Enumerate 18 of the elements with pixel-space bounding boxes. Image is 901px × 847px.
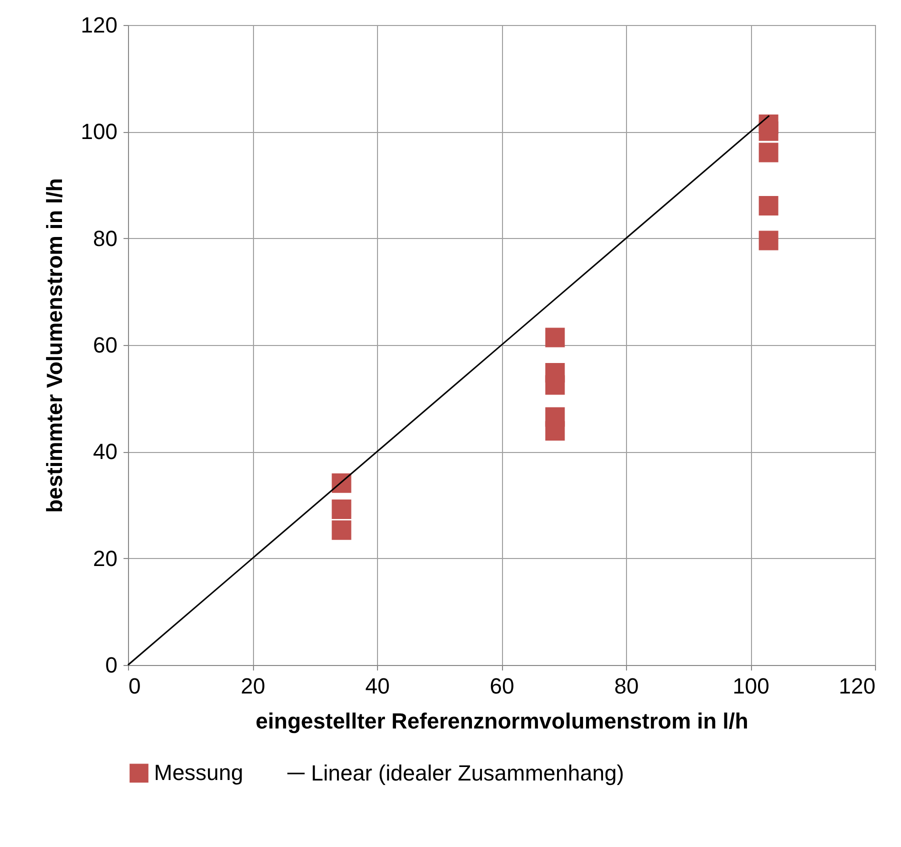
y-tick-label: 60 (93, 332, 118, 358)
y-tick-label: 80 (93, 226, 118, 251)
y-tick-label: 20 (93, 546, 118, 571)
y-tick-label: 0 (105, 652, 118, 678)
y-axis-title: bestimmter Volumenstrom in l/h (42, 178, 67, 513)
x-tick-label: 80 (614, 674, 639, 698)
legend-label: Linear (idealer Zusammenhang) (311, 760, 624, 786)
y-tick-label: 120 (80, 12, 118, 38)
x-tick-label: 60 (490, 674, 514, 698)
x-tick-label: 40 (365, 674, 390, 698)
x-axis-title: eingestellter Referenznormvolumenstrom in l/h (256, 708, 748, 734)
x-tick-label: 120 (838, 674, 876, 698)
x-tick-label: 100 (732, 674, 770, 698)
legend-label: Messung (154, 760, 244, 786)
x-tick-label: 0 (128, 674, 141, 698)
y-tick-label: 40 (93, 439, 118, 464)
x-tick-label: 20 (240, 674, 266, 698)
y-tick-label: 100 (80, 119, 118, 144)
